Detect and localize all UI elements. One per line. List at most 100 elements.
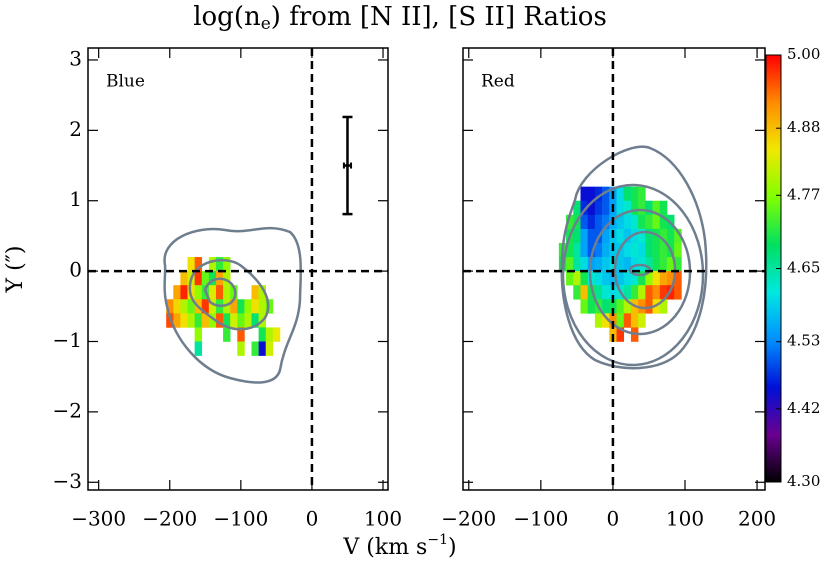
- pixel: [659, 228, 668, 244]
- x-axis-label: V (km s−1): [342, 532, 456, 560]
- pixel: [666, 271, 675, 286]
- pixel: [194, 285, 203, 300]
- pixel: [258, 285, 267, 300]
- pixel: [666, 257, 675, 272]
- pixel: [645, 242, 653, 258]
- pixel: [223, 285, 231, 300]
- pixel: [573, 257, 581, 272]
- y-tick-label: 0: [69, 258, 82, 282]
- pixel: [180, 313, 188, 328]
- pixel: [602, 242, 610, 258]
- pixel: [594, 214, 603, 230]
- pixel: [630, 242, 639, 258]
- contour: [163, 226, 303, 384]
- pixel: [602, 299, 610, 314]
- pixel: [215, 257, 224, 272]
- pixel: [609, 257, 617, 272]
- pixel: [215, 285, 224, 300]
- pixel: [215, 313, 224, 328]
- pixel: [659, 285, 668, 300]
- pixel: [258, 341, 267, 356]
- title-part: log(n: [193, 2, 261, 32]
- x-tick-label: 100: [666, 507, 704, 531]
- pixel: [208, 285, 217, 300]
- pixel: [580, 200, 588, 216]
- pixel: [630, 228, 639, 244]
- pixel: [652, 214, 661, 230]
- plot-frame: [87, 47, 389, 491]
- pixel: [638, 271, 646, 286]
- pixel: [587, 299, 596, 314]
- pixel: [194, 271, 203, 286]
- pixel: [638, 186, 646, 202]
- pixel: [587, 186, 596, 202]
- pixel: [223, 327, 231, 342]
- pixel: [223, 257, 231, 272]
- pixel: [173, 285, 181, 300]
- pixel: [580, 271, 588, 286]
- panel-label: Red: [481, 72, 515, 92]
- x-tick-label: −200: [142, 507, 197, 531]
- pixel: [602, 214, 610, 230]
- pixel: [180, 299, 188, 314]
- pixel: [594, 242, 603, 258]
- colorbar-tick-label: 4.42: [787, 399, 820, 417]
- contour: [561, 183, 705, 367]
- xlabel-superscript: −1: [427, 532, 448, 548]
- pixel: [201, 313, 210, 328]
- pixel: [594, 313, 603, 328]
- pixel: [566, 271, 574, 286]
- axes: −300 −200 −100 0 100 3 2 1 0 −1 −2 −3 Blue −200 −100 0 1…: [53, 45, 821, 531]
- pixel: [674, 228, 682, 244]
- pixel: [674, 257, 682, 272]
- pixel: [594, 257, 603, 272]
- y-tick-label: 3: [69, 46, 82, 70]
- pixel: [566, 257, 574, 272]
- pixel: [602, 271, 610, 286]
- pixel: [258, 327, 267, 342]
- pixel: [187, 299, 195, 314]
- title-subscript: e: [261, 14, 271, 34]
- pixel: [580, 214, 588, 230]
- x-tick-label: −300: [71, 507, 126, 531]
- pixel: [609, 299, 617, 314]
- x-tick-label: 200: [738, 507, 776, 531]
- pixel: [587, 200, 596, 216]
- pixel: [623, 186, 632, 202]
- panel-label: Blue: [106, 72, 145, 92]
- pixel: [659, 271, 668, 286]
- pixel: [623, 200, 632, 216]
- pixel: [674, 285, 682, 300]
- colorbar-tick-label: 4.65: [787, 259, 820, 277]
- pixel: [609, 271, 617, 286]
- pixel: [194, 257, 203, 272]
- pixel: [659, 299, 668, 314]
- pixel: [659, 242, 668, 258]
- pixel: [573, 242, 581, 258]
- colorbar-tick-label: 4.53: [787, 332, 820, 350]
- pixel: [265, 341, 274, 356]
- pixel: [616, 327, 625, 342]
- pixel: [230, 313, 238, 328]
- x-tick-label: −200: [441, 507, 496, 531]
- pixel: [652, 242, 661, 258]
- pixel: [674, 271, 682, 286]
- pixel: [237, 313, 245, 328]
- pixel: [251, 341, 259, 356]
- pixel: [609, 313, 617, 328]
- pixel: [594, 285, 603, 300]
- pixel: [230, 299, 238, 314]
- y-axis-label: Y (″): [3, 246, 28, 294]
- pixel: [251, 313, 259, 328]
- xlabel-part: ): [448, 535, 457, 560]
- pixel: [609, 285, 617, 300]
- pixel: [580, 285, 588, 300]
- pixel: [638, 285, 646, 300]
- pixel: [187, 257, 195, 272]
- pixel: [630, 313, 639, 328]
- pixel: [616, 200, 625, 216]
- pixel-maps: [166, 186, 682, 356]
- colorbar-tick-label: 4.30: [787, 472, 820, 490]
- pixel: [272, 327, 281, 342]
- y-tick-label: 1: [69, 187, 82, 211]
